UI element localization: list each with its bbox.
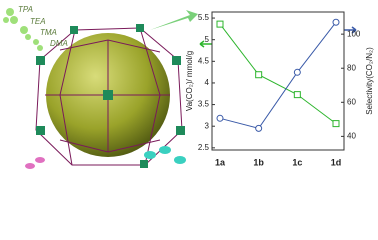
y-tick-label: 2.5 <box>198 143 210 152</box>
molecule-label: TMA <box>40 28 57 37</box>
plot-frame <box>211 11 345 151</box>
page: TPA TEA TMA DMA 2.5 3 3.5 4 4.5 5 5.5 40 60 80 100… <box>3 5 375 169</box>
x-tick-label: 1b <box>253 157 264 167</box>
x-tick-label: 1c <box>292 157 302 167</box>
y2-tick-label: 40 <box>347 131 356 140</box>
y-tick-label: 4.5 <box>198 56 210 65</box>
y-tick-label: 3 <box>205 121 210 130</box>
y2-tick-label: 100 <box>347 29 361 38</box>
y-tick-label: 4 <box>205 78 210 87</box>
marker <box>293 68 301 76</box>
y2-tick-label: 80 <box>347 63 356 72</box>
gas-molecules <box>25 146 186 169</box>
series-line <box>219 21 337 129</box>
molecules <box>3 8 43 51</box>
series-line <box>219 23 337 125</box>
molecule-label: TEA <box>30 17 46 26</box>
marker <box>293 91 301 99</box>
figure: TPA TEA TMA DMA 2.5 3 3.5 4 4.5 5 5.5 40 60 80 100… <box>3 5 374 169</box>
y-tick-label: 5 <box>205 35 210 44</box>
y2-axis-label: Selectivity(CO₂/N₂) <box>365 47 374 115</box>
marker <box>255 124 263 132</box>
illustration: TPA TEA TMA DMA <box>3 5 198 169</box>
molecule-label: DMA <box>50 39 68 48</box>
axis-arrow <box>199 40 212 48</box>
marker <box>216 20 224 28</box>
y-tick-label: 3.5 <box>198 100 210 109</box>
molecule-label: TPA <box>18 5 33 14</box>
nodes <box>36 24 185 168</box>
y-tick-label: 5.5 <box>198 13 210 22</box>
marker <box>255 71 263 79</box>
x-tick-label: 1a <box>215 157 226 167</box>
y2-tick-label: 60 <box>347 97 356 106</box>
x-tick-label: 1d <box>331 157 342 167</box>
y-axis-label: Va(CO₂)/ mmol/g <box>185 51 194 111</box>
arrow <box>150 10 198 30</box>
axis-arrow <box>344 26 357 34</box>
marker <box>332 18 340 26</box>
marker <box>216 114 224 122</box>
marker <box>332 120 340 128</box>
